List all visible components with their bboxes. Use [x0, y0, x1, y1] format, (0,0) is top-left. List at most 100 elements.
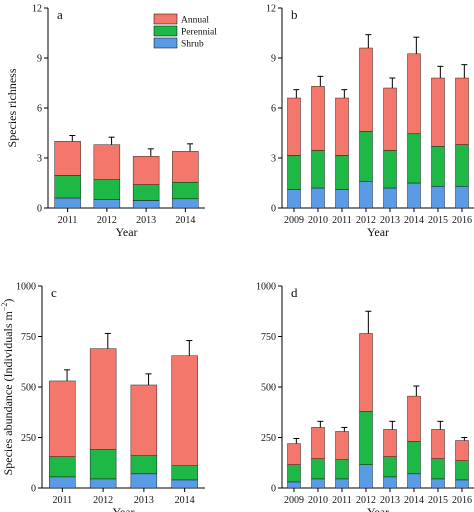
y-tick-label: 1000: [16, 282, 36, 293]
y-tick-label: 9: [37, 54, 42, 65]
legend-swatch-perennial: [153, 25, 178, 37]
x-axis-title: Year: [112, 505, 134, 512]
bar-shrub-2009: [287, 189, 301, 209]
x-tick-label: 2013: [380, 495, 400, 506]
x-tick-label: 2013: [136, 215, 156, 226]
bar-annual-2012: [359, 333, 373, 412]
y-tick-label: 0: [37, 204, 42, 215]
bar-shrub-2012: [89, 478, 117, 489]
y-tick-label: 12: [32, 4, 42, 15]
x-tick-label: 2013: [134, 495, 154, 506]
bar-perennial-2011: [54, 175, 81, 199]
bar-perennial-2014: [171, 465, 198, 481]
x-axis-title: Year: [115, 225, 137, 239]
bar-perennial-2009: [287, 155, 301, 190]
bar-shrub-2011: [335, 189, 349, 209]
bar-perennial-2014: [172, 181, 199, 200]
bar-annual-2009: [287, 97, 301, 156]
bar-perennial-2013: [383, 150, 397, 189]
y-tick-label: 500: [21, 383, 36, 394]
y-tick-label: 6: [271, 104, 276, 115]
bar-shrub-2012: [359, 464, 373, 489]
bar-shrub-2013: [132, 200, 160, 209]
panel-label: c: [51, 285, 57, 300]
panel-d: 0 250 500 750 1000 2009 2010 2011 2012 2013 2014 20…: [256, 282, 474, 512]
bar-shrub-2015: [431, 478, 445, 489]
x-tick-label: 2009: [284, 215, 304, 226]
bar-shrub-2013: [383, 476, 397, 489]
y-tick-label: 3: [37, 154, 42, 165]
bar-shrub-2014: [407, 182, 421, 209]
bar-shrub-2014: [172, 198, 199, 209]
bar-annual-2011: [49, 380, 76, 457]
bar-annual-2012: [89, 348, 117, 450]
bar-shrub-2009: [287, 481, 301, 489]
bar-annual-2015: [431, 77, 445, 147]
legend-label-annual: Annual: [181, 16, 209, 26]
x-axis-title: Year: [367, 505, 389, 512]
bar-perennial-2013: [130, 455, 158, 475]
bar-perennial-2015: [431, 146, 445, 187]
x-tick-label: 2010: [308, 215, 328, 226]
x-tick-label: 2014: [175, 495, 195, 506]
bar-shrub-2012: [93, 199, 121, 209]
bar-annual-2011: [335, 97, 349, 156]
x-tick-label: 2011: [53, 495, 73, 506]
bar-annual-2014: [407, 395, 421, 442]
bar-shrub-2013: [383, 187, 397, 209]
x-tick-label: 2013: [380, 215, 400, 226]
bar-shrub-2014: [171, 479, 198, 489]
y-axis-title: Species abundance (Individuals m−2): [0, 299, 15, 476]
y-tick-label: 750: [21, 332, 36, 343]
y-tick-label: 0: [31, 484, 36, 495]
x-tick-label: 2015: [428, 215, 448, 226]
bar-annual-2016: [455, 440, 469, 461]
x-tick-label: 2012: [356, 215, 376, 226]
bar-perennial-2014: [407, 133, 421, 184]
x-tick-label: 2009: [284, 495, 304, 506]
bar-annual-2013: [132, 156, 160, 185]
y-tick-label: 9: [271, 54, 276, 65]
bar-annual-2009: [287, 443, 301, 465]
bar-shrub-2015: [431, 186, 445, 209]
bar-annual-2014: [171, 355, 198, 466]
y-tick-label: 0: [271, 484, 276, 495]
x-tick-label: 2010: [308, 495, 328, 506]
x-tick-label: 2012: [97, 215, 117, 226]
y-axis-title-main: Species abundance (Individuals m: [1, 310, 15, 475]
x-tick-label: 2016: [452, 215, 472, 226]
bar-annual-2013: [383, 87, 397, 151]
bar-annual-2011: [54, 141, 81, 176]
bar-perennial-2009: [287, 464, 301, 483]
bar-perennial-2013: [383, 456, 397, 478]
bar-perennial-2010: [311, 458, 325, 480]
y-tick-label: 500: [261, 383, 276, 394]
y-axis-title: Species richness: [5, 68, 19, 147]
x-axis-title: Year: [367, 225, 389, 239]
bar-shrub-2011: [49, 476, 76, 489]
y-tick-label: 0: [271, 204, 276, 215]
bar-shrub-2011: [54, 197, 81, 209]
y-axis-title-close: ): [1, 299, 15, 303]
bar-perennial-2015: [431, 458, 445, 480]
legend-swatch-shrub: [153, 37, 178, 49]
bar-shrub-2010: [311, 187, 325, 209]
bar-shrub-2014: [407, 473, 421, 489]
panel-b: 0 3 6 9 12 2009 2010 2011 2012 2013 2014 2015 2016 Ye…: [266, 4, 474, 239]
bar-annual-2010: [311, 427, 325, 459]
legend-label-shrub: Shrub: [181, 40, 204, 50]
panel-label: b: [291, 7, 298, 22]
bar-annual-2014: [172, 151, 199, 183]
panel-c: 0 250 500 750 1000 2011 2012 2013 2014 Year c Speci…: [0, 282, 205, 512]
y-tick-label: 250: [261, 433, 276, 444]
x-tick-label: 2014: [175, 215, 195, 226]
bar-perennial-2012: [359, 131, 373, 182]
bar-perennial-2011: [335, 155, 349, 190]
y-tick-label: 3: [271, 154, 276, 165]
bar-perennial-2011: [335, 459, 349, 480]
legend: Annual Perennial Shrub: [153, 13, 217, 50]
bar-perennial-2012: [93, 179, 121, 200]
bar-annual-2013: [130, 384, 158, 456]
legend-swatch-annual: [153, 13, 178, 25]
